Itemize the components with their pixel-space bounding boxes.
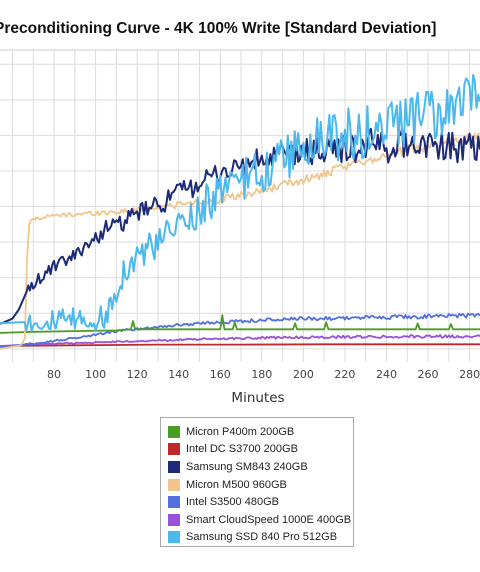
series-line-micron-p400m-200gb	[0, 314, 480, 334]
plot-area: 80 100 120 140 160 180 200 220 240 260 280 Minutes	[0, 49, 480, 406]
legend-swatch	[168, 460, 180, 473]
legend-item: Samsung SM843 240GB	[168, 458, 353, 476]
series-line-micron-m500-960gb	[0, 132, 480, 350]
x-tick-label: 120	[127, 368, 148, 381]
x-tick-label: 260	[418, 368, 439, 381]
legend-label: Intel DC S3700 200GB	[186, 443, 298, 456]
x-tick-label: 240	[376, 368, 397, 381]
legend-swatch	[168, 513, 180, 526]
series-line-samsung-ssd-840-pro-512gb	[0, 74, 480, 332]
legend-item: Micron M500 960GB	[168, 476, 353, 494]
legend-label: Micron M500 960GB	[186, 478, 287, 491]
x-tick-label: 180	[251, 368, 272, 381]
series-layer	[0, 74, 480, 350]
x-tick-label: 160	[210, 368, 231, 381]
legend-label: Samsung SSD 840 Pro 512GB	[186, 531, 338, 544]
legend-label: Micron P400m 200GB	[186, 425, 295, 438]
chart-title: Preconditioning Curve - 4K 100% Write [S…	[0, 20, 437, 37]
legend-swatch	[168, 478, 180, 491]
series-line-intel-s3500-480gb	[0, 312, 480, 348]
legend-swatch	[168, 531, 180, 544]
legend-label: Smart CloudSpeed 1000E 400GB	[186, 513, 352, 526]
legend-swatch	[168, 425, 180, 438]
grid	[0, 49, 480, 362]
x-tick-label: 80	[47, 368, 61, 381]
legend-item: Intel DC S3700 200GB	[168, 441, 353, 459]
series-line-samsung-sm843-240gb	[0, 127, 480, 325]
x-tick-label: 280	[459, 368, 480, 381]
legend-item: Samsung SSD 840 Pro 512GB	[168, 529, 353, 547]
legend-item: Micron P400m 200GB	[168, 423, 353, 441]
legend-item: Smart CloudSpeed 1000E 400GB	[168, 511, 353, 529]
legend: Micron P400m 200GB Intel DC S3700 200GB Sa…	[160, 417, 354, 547]
x-axis-title: Minutes	[231, 390, 284, 406]
legend-label: Intel S3500 480GB	[186, 496, 279, 509]
legend-swatch	[168, 496, 180, 509]
x-tick-label: 100	[85, 368, 106, 381]
x-tick-labels: 80 100 120 140 160 180 200 220 240 260 280	[47, 368, 480, 381]
legend-item: Intel S3500 480GB	[168, 493, 353, 511]
x-tick-label: 220	[334, 368, 355, 381]
series-line-smart-cloudspeed-1000e-400gb	[0, 334, 480, 347]
legend-swatch	[168, 443, 180, 456]
legend-label: Samsung SM843 240GB	[186, 460, 308, 473]
x-tick-label: 200	[293, 368, 314, 381]
x-tick-label: 140	[168, 368, 189, 381]
series-line-intel-dc-s3700-200gb	[0, 343, 480, 347]
